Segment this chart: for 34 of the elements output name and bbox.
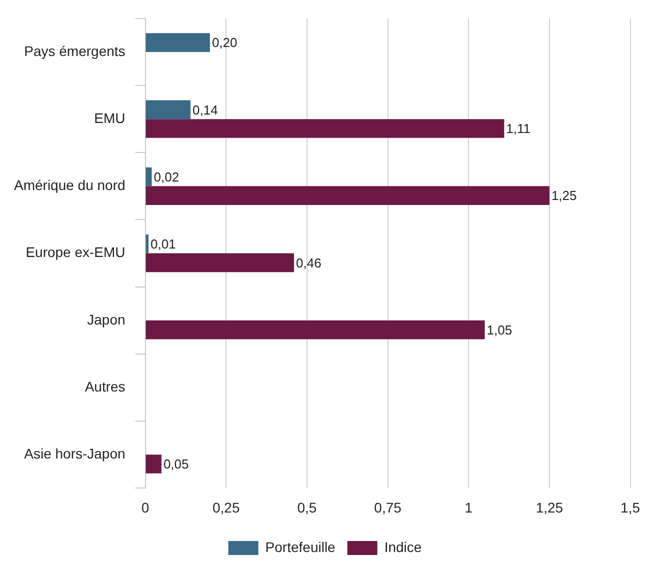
x-tick-label: 1 xyxy=(464,499,473,516)
data-label: 0,05 xyxy=(163,456,189,472)
x-tick-label: 0,75 xyxy=(374,499,402,516)
bar xyxy=(146,454,162,474)
x-tick-label: 0,5 xyxy=(297,499,317,516)
bar xyxy=(146,100,191,120)
y-tick-label: Amérique du nord xyxy=(14,177,126,194)
data-label: 0,02 xyxy=(154,169,180,184)
x-tick-label: 1,25 xyxy=(536,499,564,516)
bar xyxy=(146,33,210,52)
data-label: 0,01 xyxy=(150,236,176,252)
data-label: 1,25 xyxy=(551,188,577,204)
data-label: 0,14 xyxy=(192,102,218,118)
bar xyxy=(146,119,504,138)
y-tick-label: Asie hors-Japon xyxy=(24,446,126,462)
data-label: 1,11 xyxy=(506,121,531,136)
y-tick-label: Autres xyxy=(84,378,126,394)
x-tick-label: 0 xyxy=(141,499,150,516)
legend-label: Portefeuille xyxy=(265,538,336,555)
data-label: 1,05 xyxy=(486,322,512,338)
y-tick-label: Europe ex-EMU xyxy=(26,244,126,260)
legend-label: Indice xyxy=(384,538,422,555)
bar xyxy=(146,253,294,272)
y-tick-label: EMU xyxy=(94,110,126,126)
x-tick-label: 1,5 xyxy=(620,499,640,516)
x-tick-label: 0,25 xyxy=(212,499,240,516)
y-tick-label: Pays émergents xyxy=(24,42,126,59)
bar xyxy=(146,234,149,254)
bar xyxy=(146,320,485,340)
data-label: 0,20 xyxy=(212,35,238,50)
data-label: 0,46 xyxy=(296,255,322,270)
y-tick-label: Japon xyxy=(87,311,126,328)
bar xyxy=(146,167,152,186)
bar xyxy=(146,186,550,205)
